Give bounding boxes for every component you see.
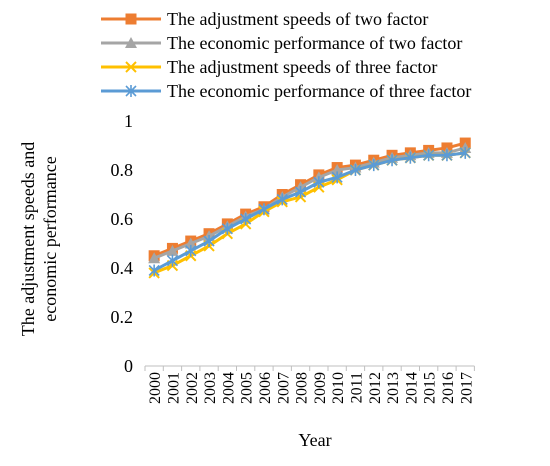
legend-label: The economic performance of two factor [167, 33, 462, 53]
plot-area [148, 137, 472, 279]
data-point [148, 252, 161, 264]
data-point [294, 186, 307, 199]
data-point [221, 222, 233, 235]
data-point [166, 244, 179, 256]
legend-label: The adjustment speeds of two factor [167, 9, 428, 29]
data-point [331, 164, 344, 175]
x-tick-label: 2002 [184, 372, 201, 404]
x-tick-label: 2000 [147, 372, 164, 404]
y-axis-title: The adjustment speeds and economic perfo… [18, 142, 60, 336]
x-tick-label: 2005 [239, 372, 256, 404]
y-tick-label: 0.4 [111, 258, 134, 278]
legend: The adjustment speeds of two factor The e… [101, 9, 471, 101]
x-tick-label: 2010 [330, 372, 347, 404]
series-line [153, 146, 466, 260]
data-point [386, 154, 398, 167]
legend-swatch-marker [125, 85, 137, 97]
series-group [148, 146, 471, 277]
data-point [331, 171, 343, 184]
y-tick-label: 0.2 [111, 307, 134, 327]
y-axis-title-line-2: economic performance [40, 156, 60, 321]
data-point [404, 151, 416, 164]
legend-label: The adjustment speeds of three factor [167, 57, 437, 77]
data-point [185, 244, 197, 257]
data-point [313, 176, 325, 189]
y-axis-title-line-1: The adjustment speeds and [18, 142, 38, 336]
x-tick-label: 2013 [385, 372, 402, 404]
data-point [368, 159, 380, 172]
data-point [441, 149, 453, 162]
data-point [258, 203, 270, 216]
x-tick-label: 2016 [440, 372, 457, 404]
data-point [166, 254, 179, 267]
data-point [423, 149, 435, 162]
legend-entry: The economic performance of two factor [101, 33, 462, 53]
data-point [240, 213, 252, 225]
data-point [184, 237, 197, 249]
y-axis: 0 0.2 0.4 0.6 0.8 1 [111, 111, 134, 376]
legend-swatch-marker [125, 37, 137, 48]
series-line [153, 151, 466, 275]
x-tick-label: 2017 [458, 372, 475, 404]
x-tick-label: 2011 [348, 372, 365, 403]
x-tick-label: 2009 [312, 372, 329, 404]
legend-swatch-marker [125, 13, 137, 25]
series-group [148, 141, 472, 264]
data-point [276, 193, 288, 206]
x-axis: 2000 2001 2002 2003 2004 2005 2006 2007 2008 2009… [144, 365, 475, 404]
data-point [148, 264, 160, 277]
x-tick-label: 2012 [367, 372, 384, 404]
x-tick-label: 2015 [422, 372, 439, 404]
series-line [153, 151, 466, 272]
data-point [349, 164, 362, 176]
y-tick-label: 0 [124, 356, 133, 376]
x-tick-label: 2004 [220, 372, 237, 404]
legend-entry: The economic performance of three factor [101, 81, 471, 101]
legend-label: The economic performance of three factor [167, 81, 471, 101]
x-tick-label: 2006 [257, 372, 274, 404]
y-tick-label: 0.8 [111, 160, 134, 180]
legend-entry: The adjustment speeds of two factor [101, 9, 428, 29]
data-point [459, 146, 471, 159]
data-point [203, 235, 215, 248]
x-tick-label: 2008 [294, 372, 311, 404]
y-tick-label: 1 [124, 111, 133, 131]
x-tick-label: 2014 [403, 372, 420, 404]
x-tick-label: 2001 [165, 372, 182, 404]
x-tick-label: 2007 [275, 372, 292, 404]
x-axis-title: Year [298, 430, 331, 450]
y-tick-label: 0.6 [111, 209, 134, 229]
legend-swatch-marker [125, 61, 137, 73]
legend-entry: The adjustment speeds of three factor [101, 57, 437, 77]
series-group [148, 147, 471, 279]
x-tick-label: 2003 [202, 372, 219, 404]
